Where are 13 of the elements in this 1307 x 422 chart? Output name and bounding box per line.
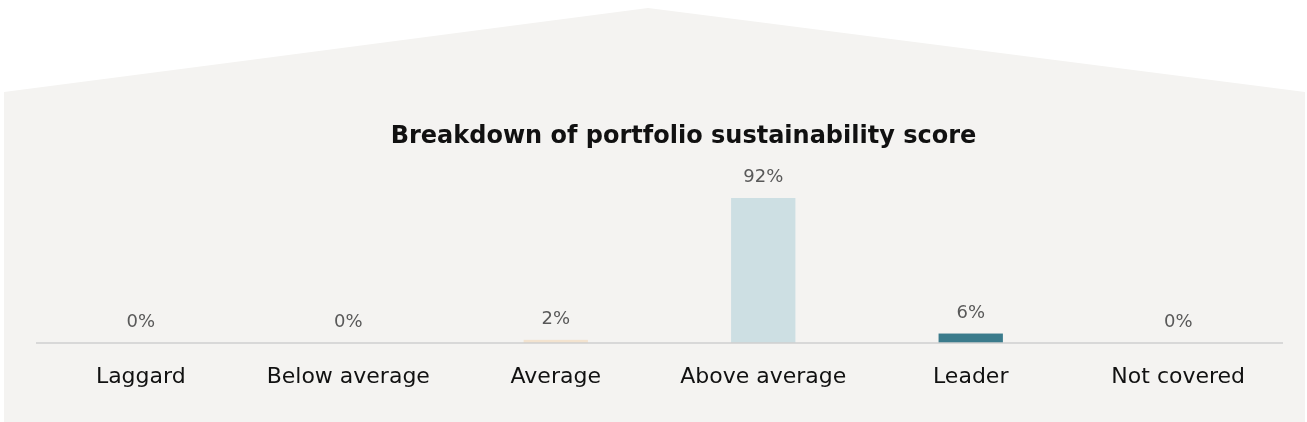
data-label: 0% [1163,310,1193,331]
x-tick-label: Below average [266,363,430,388]
chart-title: Breakdown of portfolio sustainability score [390,121,977,149]
x-tick-label: Above average [680,363,847,388]
x-tick-label: Laggard [95,363,186,388]
x-tick-label: Leader [933,363,1010,388]
data-label: 6% [956,300,986,322]
data-label: 2% [541,306,571,328]
x-tick-label: Not covered [1111,363,1246,388]
x-tick-label: Average [510,363,601,388]
data-label: 0% [126,310,156,331]
data-label: 0% [333,310,363,331]
data-label: 92% [743,165,784,186]
